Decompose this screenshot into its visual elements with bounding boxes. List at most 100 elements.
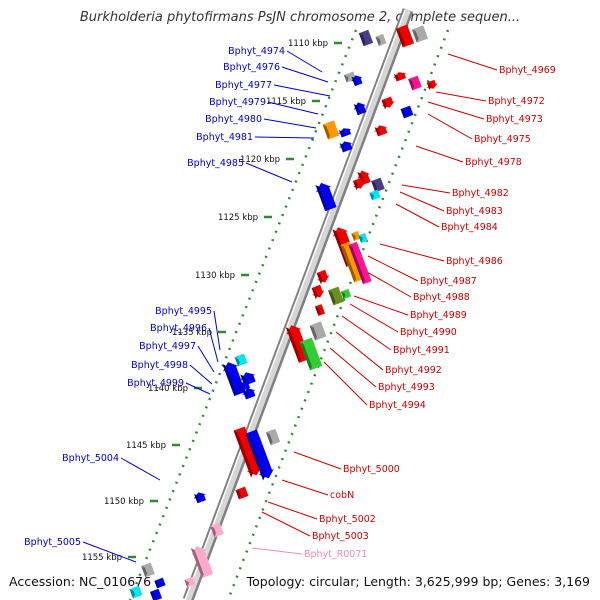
- leader-line: [447, 53, 498, 71]
- gene-label-right: Bphyt_5002: [319, 514, 376, 525]
- gene-label-right: Bphyt_4991: [393, 345, 450, 356]
- gene-feature[interactable]: [392, 70, 408, 82]
- gene-feature[interactable]: [380, 96, 397, 110]
- leader-line: [335, 331, 384, 371]
- gene-shading: [395, 28, 405, 48]
- gene-feature[interactable]: [351, 177, 367, 191]
- gene-feature[interactable]: [411, 25, 429, 43]
- gene-feature[interactable]: [395, 24, 415, 48]
- gene-feature[interactable]: [141, 562, 155, 578]
- gene-label-left: Bphyt_4996: [150, 323, 207, 334]
- gene-feature[interactable]: [373, 123, 390, 137]
- leader-line: [254, 136, 315, 139]
- gene-feature[interactable]: [184, 576, 196, 588]
- gene-label-right: Bphyt_4989: [410, 310, 467, 321]
- gene-label-right: Bphyt_5000: [343, 464, 400, 475]
- leader-line: [281, 479, 329, 496]
- gene-feature[interactable]: [314, 180, 339, 212]
- gene-shading: [340, 291, 346, 300]
- leader-line: [120, 457, 161, 481]
- gene-feature[interactable]: [314, 304, 326, 316]
- gene-feature[interactable]: [310, 284, 326, 300]
- gene-body: [338, 128, 352, 138]
- gene-feature[interactable]: [337, 126, 353, 138]
- gene-shading: [141, 566, 148, 578]
- gene-feature[interactable]: [328, 286, 344, 306]
- kbp-tick-label: 1155 kbp: [82, 553, 122, 563]
- gene-feature[interactable]: [236, 380, 252, 392]
- gene-shading: [351, 233, 356, 241]
- gene-feature[interactable]: [265, 428, 281, 446]
- gene-feature[interactable]: [235, 486, 249, 500]
- gene-feature[interactable]: [309, 321, 327, 341]
- gene-body: [233, 426, 262, 476]
- gene-shading: [343, 75, 349, 83]
- gene-label-left: Bphyt_4997: [139, 341, 196, 352]
- leader-line: [341, 315, 392, 351]
- gene-label-left: Bphyt_4976: [223, 62, 280, 73]
- leader-line: [329, 347, 377, 388]
- gene-feature[interactable]: [189, 543, 215, 579]
- gene-feature[interactable]: [350, 73, 365, 87]
- gene-feature[interactable]: [210, 522, 224, 538]
- gene-feature[interactable]: [322, 120, 340, 140]
- gene-feature[interactable]: [425, 79, 439, 91]
- gene-shading: [184, 579, 189, 588]
- gene-feature[interactable]: [369, 189, 381, 201]
- gene-body: [193, 492, 206, 504]
- leader-line: [185, 382, 211, 395]
- gene-body: [393, 72, 407, 82]
- gene-shading: [234, 357, 240, 367]
- gene-feature[interactable]: [408, 75, 422, 91]
- gene-feature[interactable]: [351, 231, 361, 241]
- gene-body: [395, 24, 415, 48]
- gene-label-right: Bphyt_4986: [446, 256, 503, 267]
- leader-line: [251, 547, 303, 555]
- gene-feature[interactable]: [150, 588, 162, 600]
- gene-shading: [358, 235, 363, 243]
- gene-feature[interactable]: [315, 269, 331, 285]
- gene-feature[interactable]: [192, 490, 208, 504]
- gene-label-left: Bphyt_4981: [196, 132, 253, 143]
- kbp-tick-label: 1130 kbp: [195, 271, 235, 281]
- gene-feature[interactable]: [232, 426, 264, 478]
- gene-label-left: Bphyt_5004: [62, 453, 119, 464]
- gene-feature[interactable]: [375, 33, 387, 47]
- gene-feature[interactable]: [371, 177, 385, 193]
- gene-feature[interactable]: [400, 105, 414, 119]
- leader-line: [281, 66, 329, 83]
- gene-feature[interactable]: [129, 585, 143, 599]
- gene-feature[interactable]: [352, 100, 368, 116]
- leader-line: [359, 267, 412, 298]
- kbp-tick-label: 1115 kbp: [266, 97, 306, 107]
- gene-feature[interactable]: [348, 241, 372, 285]
- gene-feature[interactable]: [234, 353, 248, 367]
- leader-line: [213, 310, 221, 351]
- gene-feature[interactable]: [358, 29, 374, 47]
- gene-shading: [265, 432, 273, 446]
- gene-feature[interactable]: [244, 429, 276, 481]
- leader-line: [427, 113, 473, 140]
- gene-label-left: Bphyt_4999: [127, 378, 184, 389]
- gene-shading: [235, 490, 241, 500]
- gene-shading: [381, 100, 387, 110]
- gene-feature[interactable]: [338, 139, 355, 153]
- gene-label-right: Bphyt_4975: [474, 134, 531, 145]
- gene-shading: [353, 103, 360, 116]
- gene-body: [245, 429, 274, 479]
- gene-shading: [358, 33, 366, 47]
- gene-feature[interactable]: [154, 577, 166, 589]
- gene-feature[interactable]: [340, 288, 352, 300]
- gene-feature[interactable]: [358, 233, 368, 243]
- gene-feature[interactable]: [241, 386, 258, 400]
- gene-feature[interactable]: [340, 241, 364, 283]
- gene-shading: [311, 287, 318, 300]
- gene-body: [381, 96, 395, 108]
- gene-shading: [237, 384, 243, 392]
- leader-line: [293, 451, 342, 470]
- gene-shading: [353, 180, 359, 191]
- gene-feature[interactable]: [299, 337, 323, 371]
- gene-shading: [190, 548, 204, 579]
- gene-shading: [316, 272, 323, 285]
- gene-body: [340, 241, 364, 283]
